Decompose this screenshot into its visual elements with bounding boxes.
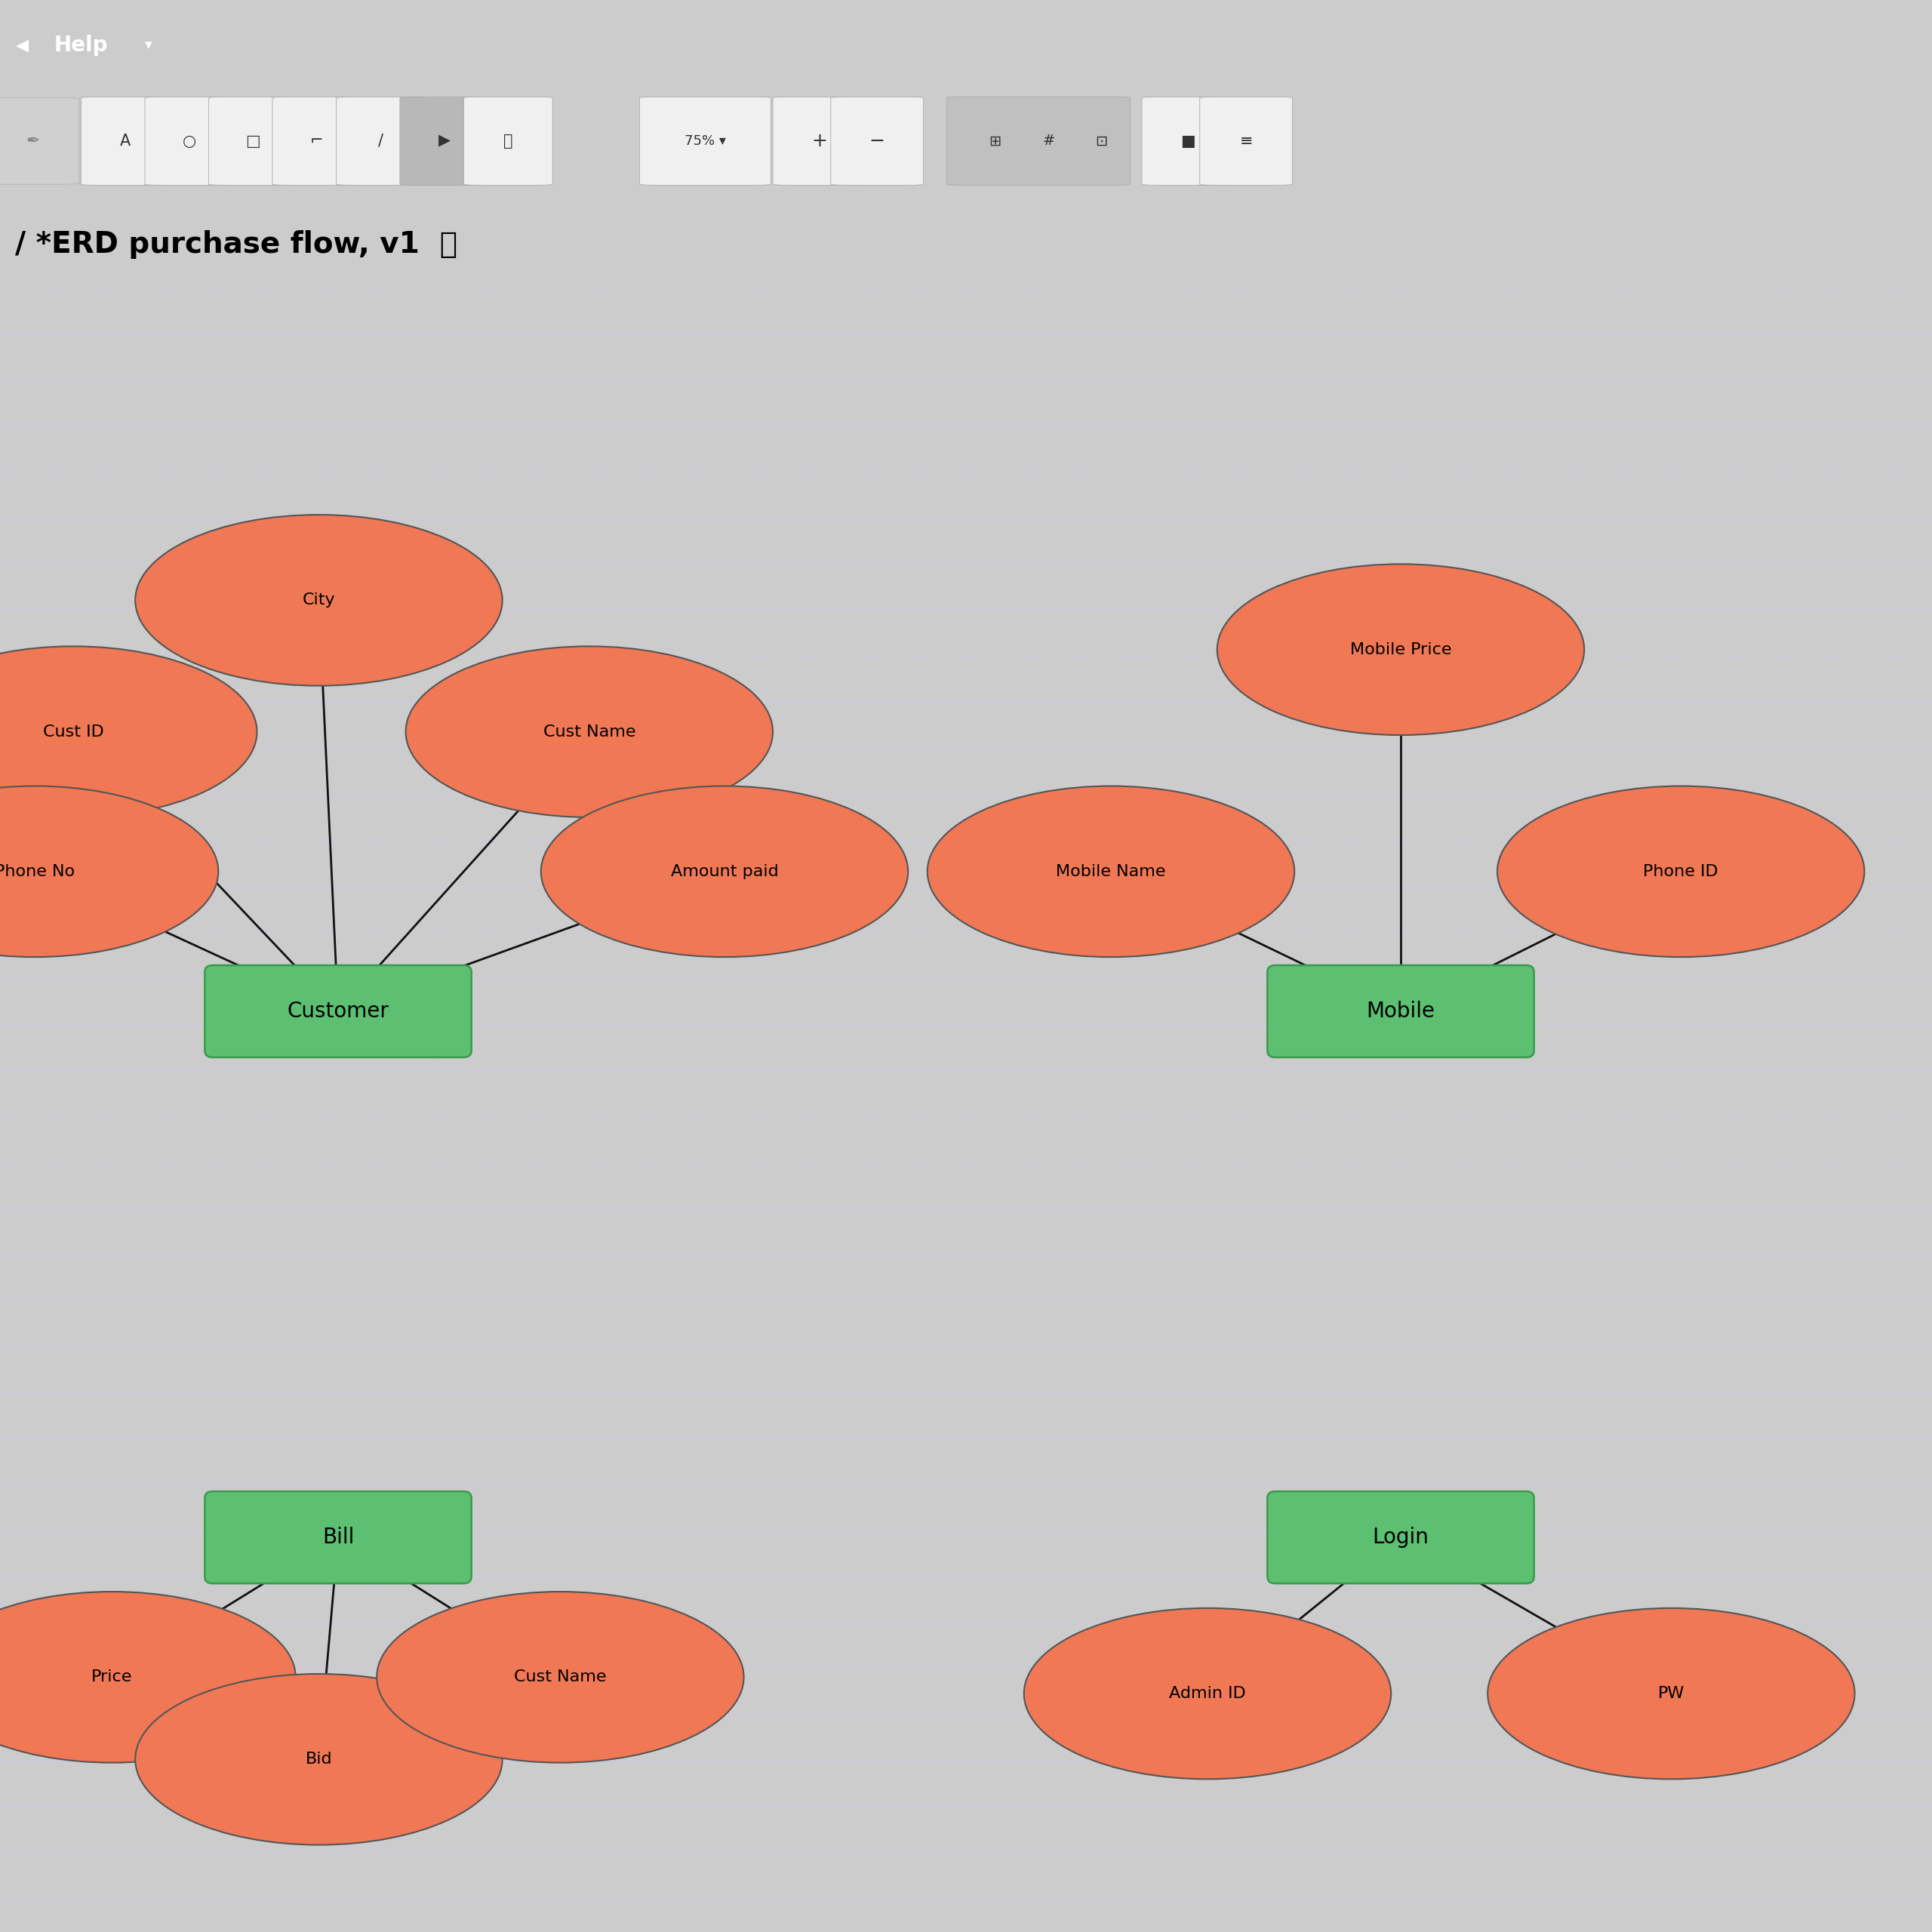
- Ellipse shape: [1024, 1607, 1391, 1779]
- Text: Customer: Customer: [288, 1001, 388, 1022]
- Text: Login: Login: [1372, 1526, 1430, 1548]
- Text: −: −: [869, 131, 885, 151]
- FancyBboxPatch shape: [205, 1492, 471, 1584]
- FancyBboxPatch shape: [1267, 1492, 1534, 1584]
- Ellipse shape: [1488, 1607, 1855, 1779]
- Ellipse shape: [377, 1592, 744, 1762]
- Text: Cust Name: Cust Name: [543, 724, 636, 740]
- FancyBboxPatch shape: [145, 97, 234, 185]
- Text: Admin ID: Admin ID: [1169, 1687, 1246, 1702]
- Text: Cust Name: Cust Name: [514, 1669, 607, 1685]
- Text: ◀: ◀: [15, 39, 29, 52]
- Text: ⊡: ⊡: [1095, 133, 1107, 149]
- Text: Cust ID: Cust ID: [43, 724, 104, 740]
- FancyBboxPatch shape: [773, 97, 866, 185]
- Text: Help: Help: [54, 35, 108, 56]
- Text: Mobile Price: Mobile Price: [1350, 641, 1451, 657]
- Text: A: A: [120, 133, 131, 149]
- Text: PW: PW: [1658, 1687, 1685, 1702]
- Ellipse shape: [927, 786, 1294, 956]
- FancyBboxPatch shape: [1267, 966, 1534, 1057]
- Text: ▶: ▶: [439, 133, 450, 149]
- Ellipse shape: [0, 1592, 296, 1762]
- Text: ≡: ≡: [1240, 133, 1252, 149]
- Ellipse shape: [0, 647, 257, 817]
- FancyBboxPatch shape: [400, 97, 489, 185]
- Text: ▾: ▾: [145, 39, 153, 52]
- Ellipse shape: [0, 786, 218, 956]
- Text: #: #: [1043, 133, 1055, 149]
- FancyBboxPatch shape: [947, 97, 1130, 185]
- Ellipse shape: [135, 1673, 502, 1845]
- Ellipse shape: [135, 514, 502, 686]
- FancyBboxPatch shape: [209, 97, 298, 185]
- FancyBboxPatch shape: [81, 97, 170, 185]
- Text: /: /: [379, 133, 383, 149]
- Text: ■: ■: [1180, 133, 1196, 149]
- Ellipse shape: [541, 786, 908, 956]
- Text: ✒: ✒: [25, 133, 41, 149]
- Text: +: +: [811, 131, 827, 151]
- Text: Phone No: Phone No: [0, 864, 75, 879]
- Text: Phone ID: Phone ID: [1644, 864, 1718, 879]
- FancyBboxPatch shape: [272, 97, 361, 185]
- Ellipse shape: [1217, 564, 1584, 734]
- Text: ⌐: ⌐: [311, 133, 323, 149]
- FancyBboxPatch shape: [0, 99, 79, 184]
- Text: Bid: Bid: [305, 1752, 332, 1768]
- FancyBboxPatch shape: [464, 97, 553, 185]
- FancyBboxPatch shape: [336, 97, 425, 185]
- Text: ✋: ✋: [504, 133, 512, 149]
- Ellipse shape: [406, 647, 773, 817]
- FancyBboxPatch shape: [205, 966, 471, 1057]
- Text: Mobile Name: Mobile Name: [1057, 864, 1165, 879]
- FancyBboxPatch shape: [831, 97, 923, 185]
- Text: 75% ▾: 75% ▾: [684, 133, 726, 149]
- FancyBboxPatch shape: [1142, 97, 1235, 185]
- Text: ⊞: ⊞: [989, 133, 1001, 149]
- Text: ○: ○: [182, 133, 197, 149]
- Text: City: City: [301, 593, 336, 609]
- Text: □: □: [245, 133, 261, 149]
- FancyBboxPatch shape: [639, 97, 771, 185]
- Text: / *ERD purchase flow, v1  🔒: / *ERD purchase flow, v1 🔒: [15, 230, 458, 259]
- Text: Amount paid: Amount paid: [670, 864, 779, 879]
- Text: Bill: Bill: [323, 1526, 354, 1548]
- Text: Price: Price: [91, 1669, 133, 1685]
- FancyBboxPatch shape: [1200, 97, 1293, 185]
- Text: Mobile: Mobile: [1366, 1001, 1435, 1022]
- Ellipse shape: [1497, 786, 1864, 956]
